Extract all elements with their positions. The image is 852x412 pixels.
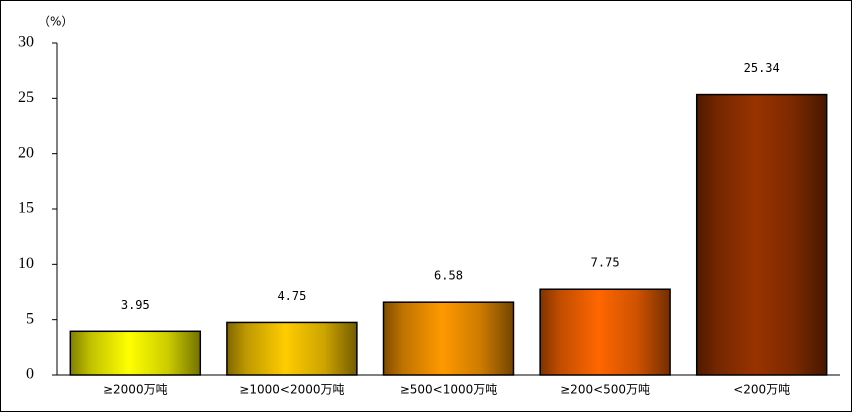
x-tick-label: ≥500<1000万吨	[400, 383, 498, 397]
value-label: 6.58	[434, 269, 463, 283]
bar-shade	[696, 94, 827, 375]
bar-outline	[539, 288, 671, 376]
x-tick-label: ≥200<500万吨	[560, 383, 650, 397]
x-tick-label: <200万吨	[733, 383, 790, 397]
y-tick-label: 5	[26, 310, 34, 327]
y-tick-label: 15	[18, 200, 34, 217]
y-axis-label: （%）	[38, 15, 73, 29]
y-tick-label: 10	[18, 255, 34, 272]
bar-outline	[695, 93, 828, 376]
bar-shade	[540, 289, 671, 375]
y-tick-label: 20	[18, 144, 34, 161]
bar-outline	[226, 321, 358, 376]
x-tick-label: ≥1000<2000万吨	[239, 383, 344, 397]
bar-outline	[382, 301, 515, 376]
bar-shade	[383, 302, 514, 375]
value-label: 3.95	[121, 298, 150, 312]
value-label: 4.75	[277, 289, 306, 303]
value-label: 25.34	[744, 61, 780, 75]
bar-outline	[69, 330, 202, 376]
x-tick-label: ≥2000万吨	[103, 383, 168, 397]
value-label: 7.75	[591, 256, 620, 270]
bar-shade	[70, 331, 201, 375]
y-tick-label: 0	[26, 366, 34, 383]
y-tick-label: 25	[18, 89, 34, 106]
bar-shade	[226, 322, 357, 375]
y-tick-label: 30	[18, 34, 34, 51]
